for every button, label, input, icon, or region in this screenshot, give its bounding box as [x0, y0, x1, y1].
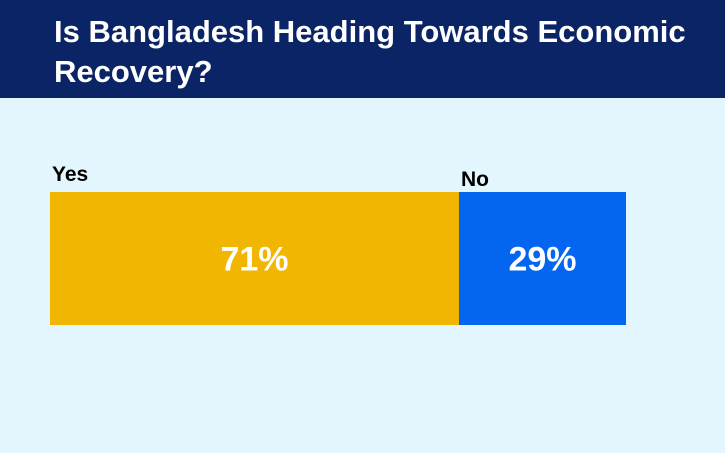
category-label-no: No [461, 168, 489, 191]
bar-segment-yes [50, 192, 459, 325]
value-label-yes: 71% [220, 241, 288, 279]
value-label-no: 29% [508, 241, 576, 279]
chart-header: Is Bangladesh Heading Towards Economic R… [0, 0, 725, 98]
chart-title: Is Bangladesh Heading Towards Economic R… [54, 14, 686, 89]
bar-labels: 71% Yes 29% No [52, 163, 577, 279]
stacked-bar [50, 192, 626, 325]
category-label-yes: Yes [52, 163, 88, 186]
bar-segment-no [458, 192, 626, 325]
